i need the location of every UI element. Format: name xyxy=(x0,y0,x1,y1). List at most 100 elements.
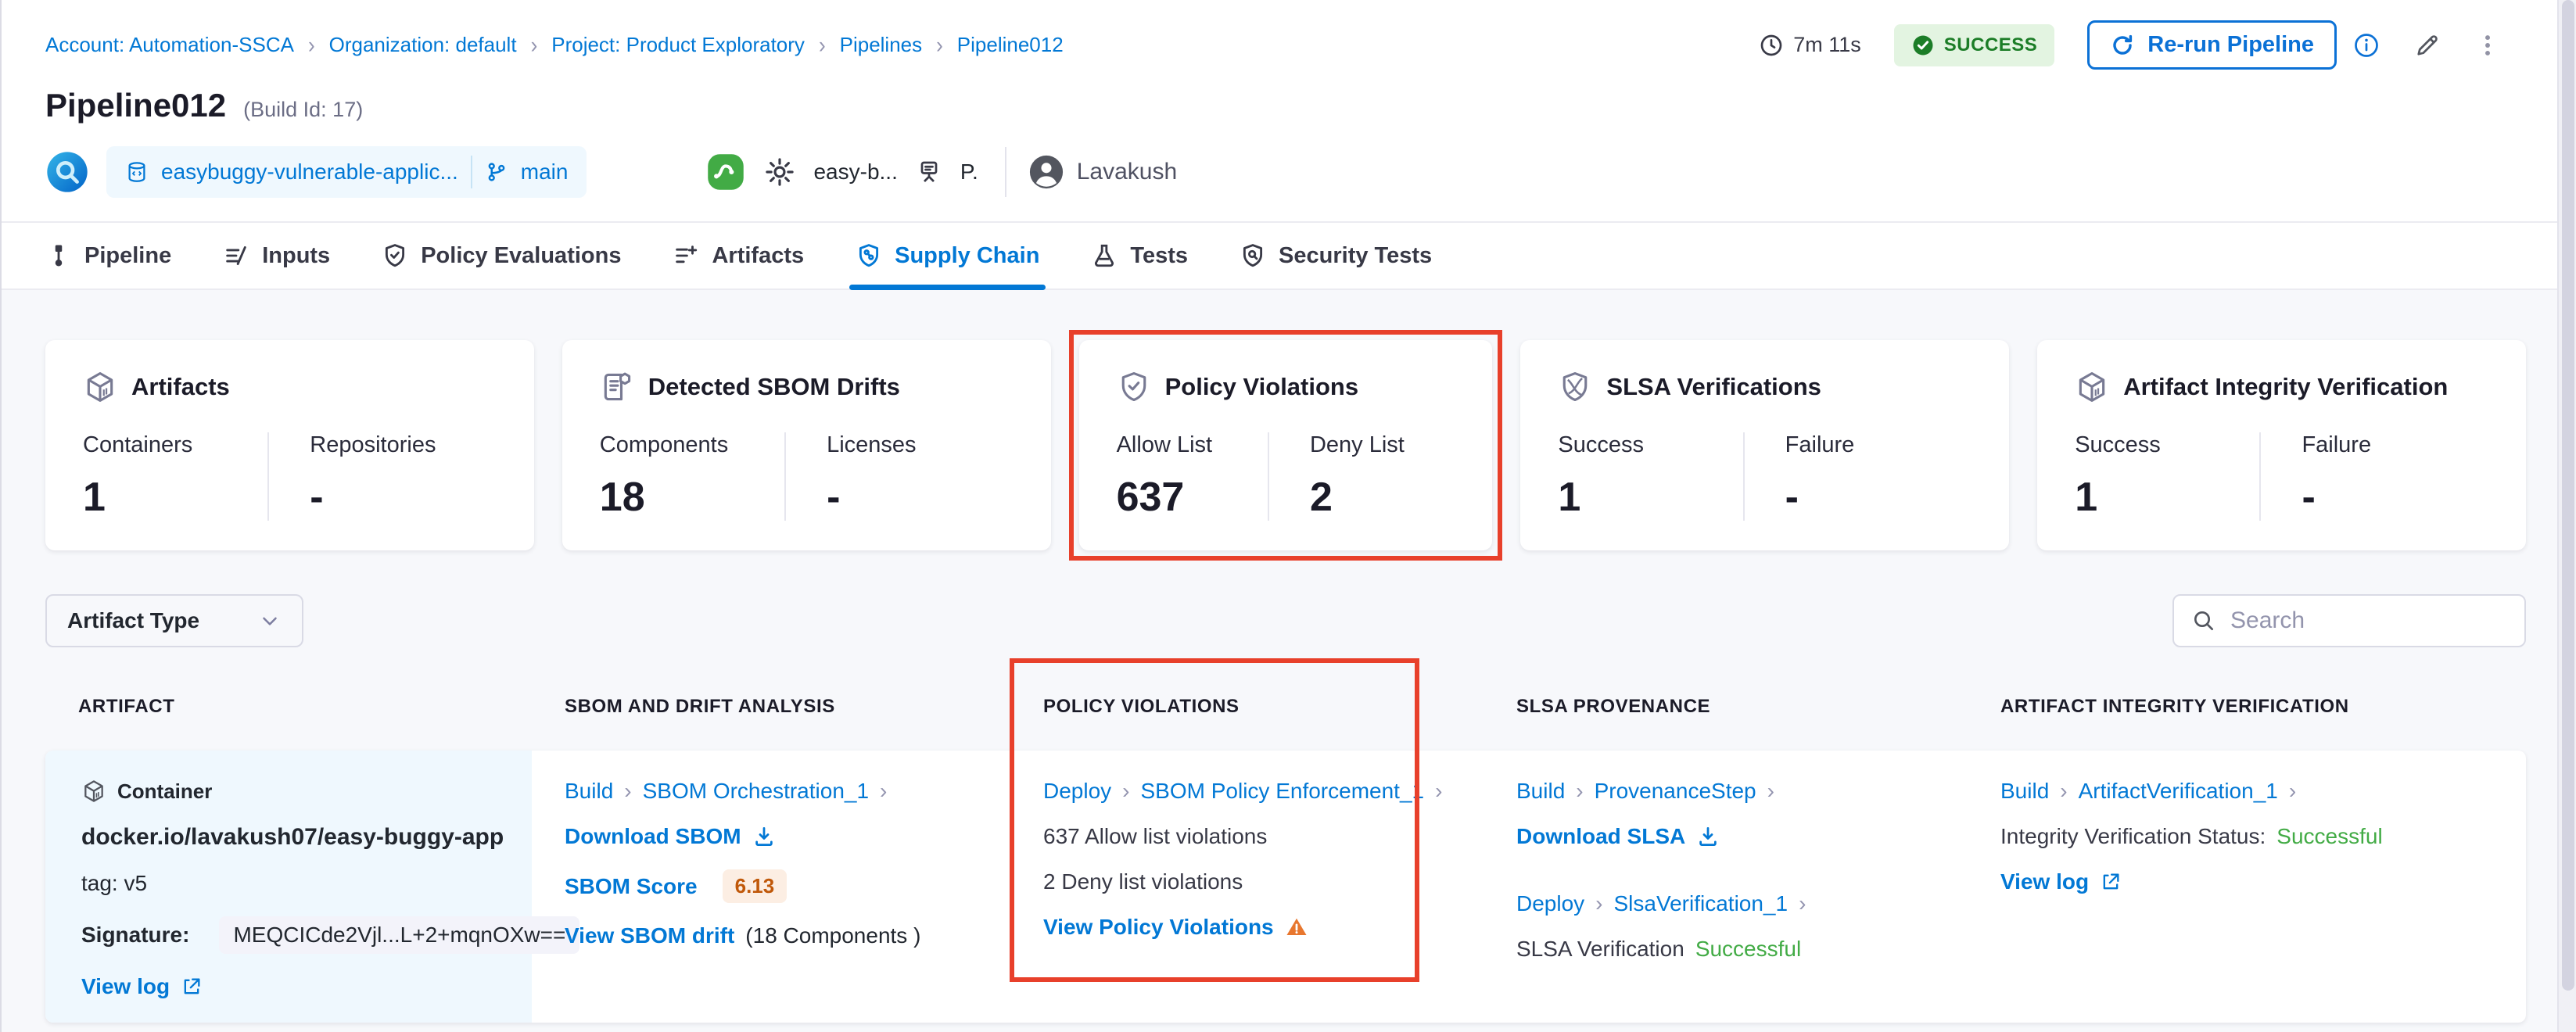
breadcrumb-pipelines[interactable]: Pipelines xyxy=(839,33,923,56)
sbom-stage-link[interactable]: Build xyxy=(565,779,614,803)
header-slsa-provenance: SLSA PROVENANCE xyxy=(1516,696,1711,717)
table-header-row: ARTIFACT SBOM AND DRIFT ANALYSIS POLICY … xyxy=(45,696,2526,718)
edit-pipeline-button[interactable] xyxy=(2413,31,2441,59)
external-link-icon xyxy=(2103,873,2119,890)
sbom-drift-count: (18 Components ) xyxy=(745,923,921,948)
breadcrumb-organization[interactable]: Organization: default xyxy=(328,33,517,56)
shield-scan-icon xyxy=(1243,244,1263,267)
chevron-right-icon: › xyxy=(818,30,826,59)
chevron-right-icon: › xyxy=(1435,779,1443,803)
trigger-group: easy-b... P. xyxy=(705,152,978,192)
policy-stage-link[interactable]: Deploy xyxy=(1043,779,1112,803)
chevron-right-icon: › xyxy=(2060,779,2068,803)
avatar-icon xyxy=(1029,155,1063,189)
stat-licenses: Licenses - xyxy=(784,432,1014,521)
signature-label: Signature: xyxy=(81,923,190,947)
execution-tabs: Pipeline Inputs Policy Evaluations Artif… xyxy=(2,221,2576,290)
kebab-menu-icon xyxy=(2485,34,2490,56)
shield-check-icon xyxy=(1121,372,1146,402)
status-badge: SUCCESS xyxy=(1893,23,2055,66)
sbom-step-link[interactable]: SBOM Orchestration_1 xyxy=(642,779,870,803)
slsa-step2-link[interactable]: SlsaVerification_1 xyxy=(1613,891,1788,916)
tab-label: Supply Chain xyxy=(895,242,1040,268)
git-branch-icon xyxy=(488,163,505,181)
policy-violations-cell: Deploy › SBOM Policy Enforcement_1 › 637… xyxy=(1010,751,1484,1023)
repo-pill: easybuggy-vulnerable-applic... main xyxy=(106,146,587,198)
artifact-view-log-link[interactable]: View log xyxy=(81,974,170,998)
policy-violations-card-wrap: Policy Violations Allow List 637 Deny Li… xyxy=(1068,330,1503,561)
sbom-score-badge: 6.13 xyxy=(722,869,788,903)
webhook-trigger-icon xyxy=(708,154,744,190)
card-artifacts: Artifacts Containers 1 Repositories - xyxy=(45,340,534,550)
card-title: Artifact Integrity Verification xyxy=(2123,373,2449,400)
sbom-score-link[interactable]: SBOM Score xyxy=(565,873,698,898)
slsa-stage2-link[interactable]: Deploy xyxy=(1516,891,1585,916)
artifact-type-label: Artifact Type xyxy=(67,608,200,632)
meta-divider xyxy=(1004,147,1006,197)
chevron-right-icon: › xyxy=(1576,779,1584,803)
module-icon xyxy=(47,152,88,192)
repo-link[interactable]: easybuggy-vulnerable-applic... xyxy=(161,159,458,184)
view-policy-violations-link[interactable]: View Policy Violations xyxy=(1043,915,1274,939)
search-icon xyxy=(2194,611,2213,630)
external-link-icon xyxy=(184,978,200,994)
chevron-right-icon: › xyxy=(880,779,888,803)
stat-slsa-failure: Failure - xyxy=(1742,432,1972,521)
branch-link[interactable]: main xyxy=(520,159,569,184)
table-row: Container docker.io/lavakush07/easy-bugg… xyxy=(45,751,2526,1023)
tab-pipeline[interactable]: Pipeline xyxy=(45,223,171,288)
integrity-step-link[interactable]: ArtifactVerification_1 xyxy=(2078,779,2278,803)
environment-icon xyxy=(920,161,938,182)
execution-meta-row: easybuggy-vulnerable-applic... main easy… xyxy=(45,146,2532,198)
vertical-scrollbar xyxy=(2557,0,2576,1032)
card-policy-violations: Policy Violations Allow List 637 Deny Li… xyxy=(1078,340,1493,550)
artifact-tag: tag: v5 xyxy=(81,871,148,895)
shield-check-icon xyxy=(386,244,405,267)
slsa-shield-icon xyxy=(1563,372,1588,402)
gear-icon xyxy=(766,158,795,186)
tab-label: Policy Evaluations xyxy=(421,242,622,268)
tab-tests[interactable]: Tests xyxy=(1091,223,1188,288)
tab-policy-evaluations[interactable]: Policy Evaluations xyxy=(382,223,621,288)
duration-text: 7m 11s xyxy=(1793,33,1861,56)
chevron-down-icon xyxy=(263,617,277,625)
slsa-stage1-link[interactable]: Build xyxy=(1516,779,1566,803)
slsa-status-value: Successful xyxy=(1695,937,1802,961)
check-circle-icon xyxy=(1913,35,1933,55)
slsa-provenance-cell: Build › ProvenanceStep › Download SLSA D… xyxy=(1484,751,1968,1023)
tab-inputs[interactable]: Inputs xyxy=(223,223,330,288)
download-sbom-link[interactable]: Download SBOM xyxy=(565,824,741,848)
info-button[interactable] xyxy=(2352,31,2380,59)
integrity-stage-link[interactable]: Build xyxy=(2000,779,2050,803)
chevron-right-icon: › xyxy=(936,30,943,59)
breadcrumb-pipeline012[interactable]: Pipeline012 xyxy=(956,33,1064,56)
rerun-pipeline-button[interactable]: Re-run Pipeline xyxy=(2087,20,2337,70)
breadcrumb-account[interactable]: Account: Automation-SSCA xyxy=(45,33,294,56)
more-options-button[interactable] xyxy=(2474,32,2501,59)
tab-security-tests[interactable]: Security Tests xyxy=(1240,223,1432,288)
card-slsa-verifications: SLSA Verifications Success 1 Failure - xyxy=(1520,340,2010,550)
scrollbar-thumb[interactable] xyxy=(2562,0,2574,991)
view-sbom-drift-link[interactable]: View SBOM drift xyxy=(565,923,735,948)
stat-slsa-success: Success 1 xyxy=(1558,432,1644,520)
repository-icon xyxy=(128,162,145,182)
warning-icon xyxy=(1286,918,1307,935)
chevron-right-icon: › xyxy=(530,30,538,59)
signature-value: MEQCICde2Vjl...L+2+mqnOXw== xyxy=(219,916,580,954)
trigger-name: easy-b... xyxy=(813,159,898,184)
tab-artifacts[interactable]: Artifacts xyxy=(673,223,804,288)
integrity-view-log-link[interactable]: View log xyxy=(2000,869,2090,894)
header-policy-violations: POLICY VIOLATIONS xyxy=(1043,696,1240,717)
summary-cards: Artifacts Containers 1 Repositories - xyxy=(45,330,2526,561)
slsa-step1-link[interactable]: ProvenanceStep xyxy=(1594,779,1756,803)
pill-divider xyxy=(470,156,472,188)
breadcrumb-project[interactable]: Project: Product Exploratory xyxy=(551,33,805,56)
tab-supply-chain[interactable]: Supply Chain xyxy=(849,223,1046,290)
supply-chain-shield-icon xyxy=(859,244,879,267)
breadcrumb: Account: Automation-SSCA › Organization:… xyxy=(45,30,1064,59)
download-slsa-link[interactable]: Download SLSA xyxy=(1516,824,1686,848)
search-input[interactable] xyxy=(2230,607,2532,634)
cube-icon xyxy=(87,372,113,402)
artifact-type-select[interactable]: Artifact Type xyxy=(45,594,303,647)
policy-step-link[interactable]: SBOM Policy Enforcement_1 xyxy=(1140,779,1425,803)
